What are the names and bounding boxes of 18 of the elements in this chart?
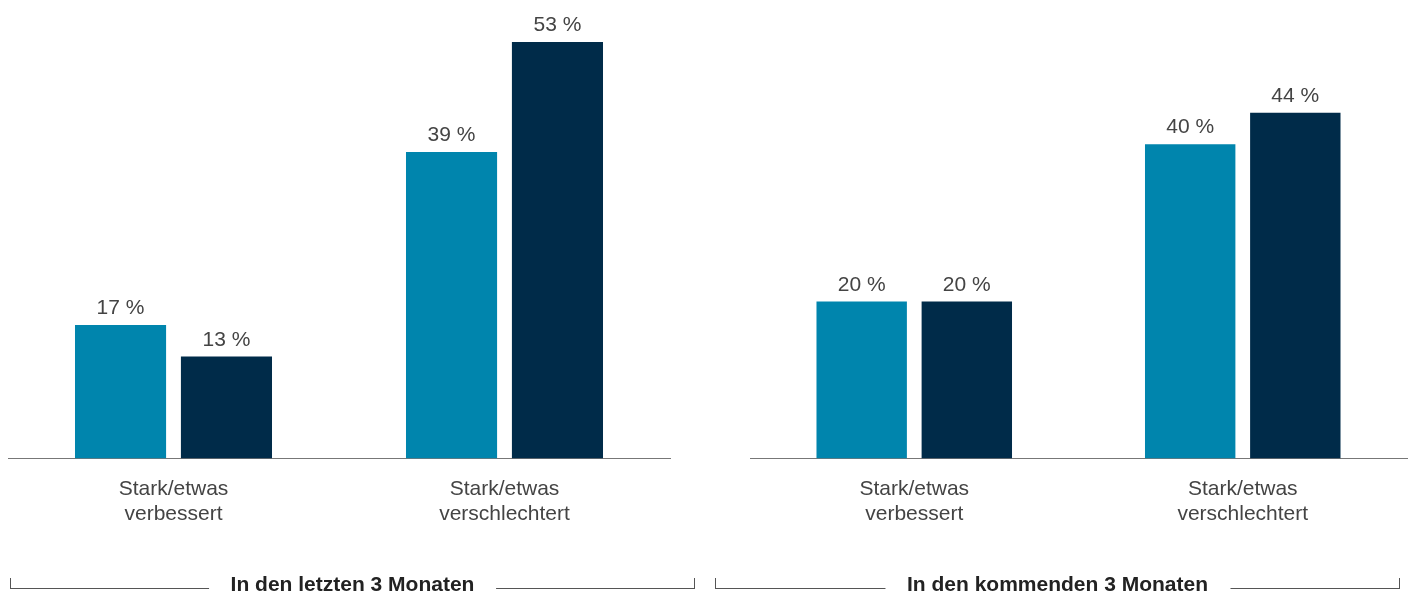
data-label: 53 % <box>533 12 582 36</box>
data-label: 44 % <box>1271 83 1320 107</box>
x-tick-label: Stark/etwas verschlechtert <box>1177 476 1309 525</box>
x-axis-title: In den letzten 3 Monaten <box>208 572 497 596</box>
x-tick-label: Stark/etwas verbessert <box>118 476 229 525</box>
data-label: 13 % <box>202 326 251 350</box>
bar <box>74 324 167 459</box>
x-axis-title: In den kommenden 3 Monaten <box>884 572 1231 596</box>
bar <box>511 42 604 459</box>
bar <box>405 152 498 459</box>
x-tick-label: Stark/etwas verbessert <box>859 476 970 525</box>
data-label: 20 % <box>837 271 886 295</box>
bar <box>180 356 273 459</box>
data-label: 17 % <box>96 295 145 319</box>
data-label: 40 % <box>1166 114 1215 138</box>
data-label: 39 % <box>427 122 476 146</box>
data-label: 20 % <box>942 271 991 295</box>
x-tick-label: Stark/etwas verschlechtert <box>439 476 571 525</box>
